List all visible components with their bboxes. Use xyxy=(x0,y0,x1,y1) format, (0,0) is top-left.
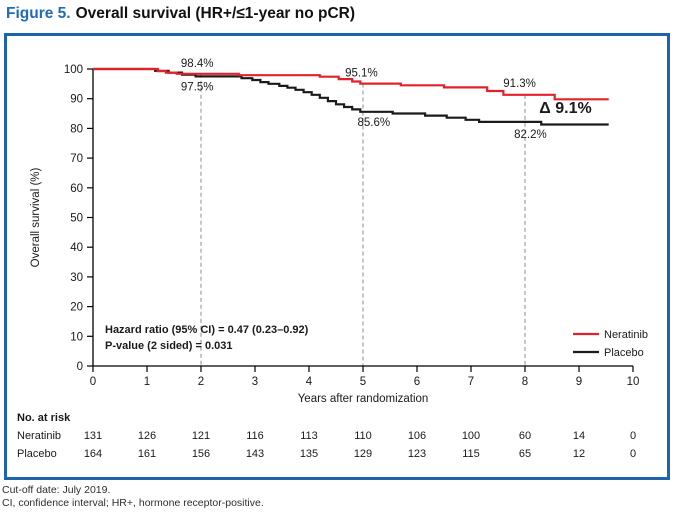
stats-box: Hazard ratio (95% CI) = 0.47 (0.23–0.92)… xyxy=(105,324,309,352)
risk-count: 121 xyxy=(192,430,210,442)
landmark-dashed-lines xyxy=(200,73,526,366)
x-tick-label: 5 xyxy=(360,376,366,388)
risk-count: 164 xyxy=(84,448,102,460)
annotation-4: 91.3% xyxy=(503,78,536,90)
y-tick-label: 50 xyxy=(70,213,83,225)
y-tick-label: 60 xyxy=(70,183,83,195)
risk-table-title: No. at risk xyxy=(17,412,71,424)
x-tick-label: 2 xyxy=(198,376,204,388)
x-tick-label: 9 xyxy=(576,376,582,388)
y-tick-label: 30 xyxy=(70,272,83,284)
legend: Neratinib Placebo xyxy=(573,329,648,359)
x-tick-label: 8 xyxy=(522,376,528,388)
km-survival-chart: 0 1 2 3 4 5 6 7 8 9 100102030405060708090100Years … xyxy=(17,58,648,460)
figure-number-label: Figure 5. xyxy=(6,5,71,22)
legend-label-placebo: Placebo xyxy=(604,347,644,359)
risk-count: 65 xyxy=(519,448,531,460)
annotations: 98.4% 97.5% 95.1% 85.6% 91.3% 82.2% Δ 9.1% xyxy=(181,58,592,141)
risk-count: 115 xyxy=(462,448,480,460)
risk-count: 135 xyxy=(300,448,318,460)
footnote-cutoff: Cut-off date: July 2019. xyxy=(2,484,111,496)
risk-count: 110 xyxy=(354,430,372,442)
x-tick-label: 10 xyxy=(627,376,640,388)
y-tick-label: 20 xyxy=(70,302,83,314)
y-tick-label: 70 xyxy=(70,153,83,165)
risk-row-label-neratinib: Neratinib xyxy=(17,430,61,442)
annotation-6: Δ 9.1% xyxy=(539,100,591,117)
x-tick-label: 1 xyxy=(144,376,150,388)
risk-count: 123 xyxy=(408,448,426,460)
risk-table: No. at risk Neratinib 131 126 121 116 113 110 10… xyxy=(17,412,636,460)
annotation-1: 97.5% xyxy=(181,81,214,93)
stats-line-1: P-value (2 sided) = 0.031 xyxy=(105,340,232,352)
annotation-3: 85.6% xyxy=(357,117,390,129)
risk-count: 143 xyxy=(246,448,264,460)
risk-count: 116 xyxy=(246,430,264,442)
risk-count: 113 xyxy=(300,430,318,442)
x-tick-label: 6 xyxy=(414,376,420,388)
risk-count: 126 xyxy=(138,430,156,442)
risk-count: 129 xyxy=(354,448,372,460)
y-axis-title: Overall survival (%) xyxy=(30,167,42,267)
curve-neratinib xyxy=(93,67,609,101)
curve-placebo xyxy=(93,67,609,126)
risk-count: 0 xyxy=(630,430,636,442)
risk-count: 100 xyxy=(462,430,480,442)
x-tick-label: 7 xyxy=(468,376,474,388)
x-tick-label: 4 xyxy=(306,376,313,388)
figure-panel: 0 1 2 3 4 5 6 7 8 9 10 0 10 20 30 40 50 60 70 80 90 100 Years … xyxy=(4,33,670,480)
x-tick-label: 3 xyxy=(252,376,258,388)
axes: 0 1 2 3 4 5 6 7 8 9 100102030405060708090100Years … xyxy=(30,64,639,405)
y-tick-label: 100 xyxy=(64,64,83,76)
footnote-abbreviations: CI, confidence interval; HR+, hormone re… xyxy=(2,497,264,509)
x-tick-label: 0 xyxy=(90,376,96,388)
figure-title: Figure 5. Overall survival (HR+/≤1-year n… xyxy=(6,5,355,23)
stats-line-0: Hazard ratio (95% CI) = 0.47 (0.23–0.92) xyxy=(105,324,309,336)
y-tick-label: 10 xyxy=(70,331,83,343)
y-tick-label: 80 xyxy=(70,123,83,135)
risk-count: 106 xyxy=(408,430,426,442)
risk-row-label-placebo: Placebo xyxy=(17,448,57,460)
risk-count: 14 xyxy=(573,430,585,442)
annotation-2: 95.1% xyxy=(345,68,378,80)
risk-count: 156 xyxy=(192,448,210,460)
risk-count: 161 xyxy=(138,448,156,460)
risk-count: 60 xyxy=(519,430,531,442)
y-tick-label: 40 xyxy=(70,242,83,254)
y-tick-label: 0 xyxy=(77,361,83,373)
x-axis-title: Years after randomization xyxy=(298,393,429,405)
risk-count: 12 xyxy=(573,448,585,460)
legend-label-neratinib: Neratinib xyxy=(604,329,648,341)
annotation-5: 82.2% xyxy=(514,129,547,141)
risk-count: 131 xyxy=(84,430,102,442)
risk-count: 0 xyxy=(630,448,636,460)
y-tick-label: 90 xyxy=(70,94,83,106)
figure-title-text: Overall survival (HR+/≤1-year no pCR) xyxy=(75,5,356,22)
annotation-0: 98.4% xyxy=(181,58,214,70)
